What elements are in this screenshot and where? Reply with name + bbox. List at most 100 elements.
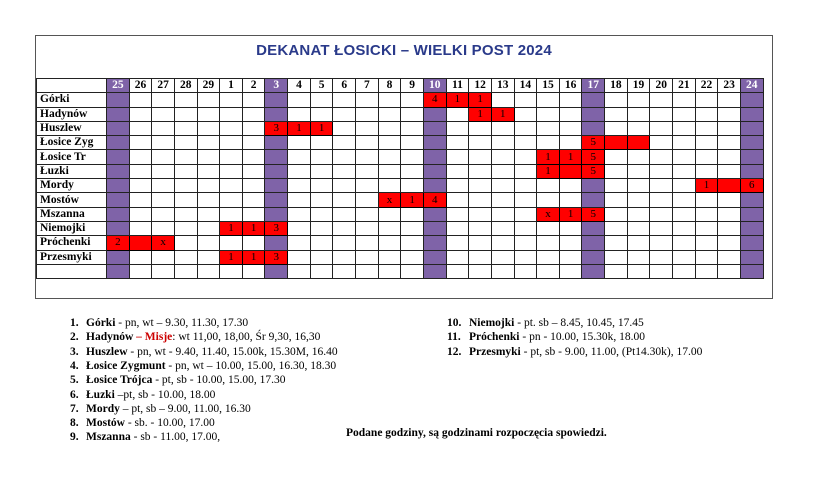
grid-cell — [355, 178, 379, 194]
table-row: Próchenki 2 x — [36, 235, 764, 251]
grid-cell — [626, 149, 651, 165]
grid-cell — [626, 120, 651, 137]
grid-cell — [241, 178, 266, 194]
schedule-mark: 1 — [694, 178, 719, 194]
grid-cell — [355, 192, 379, 208]
legend-number: 12. — [447, 345, 462, 358]
grid-cell — [196, 206, 221, 222]
parish-name: Przesmyki — [36, 249, 107, 265]
grid-cell — [196, 235, 221, 251]
grid-cell — [173, 135, 198, 151]
grid-cell — [151, 163, 175, 180]
grid-cell — [128, 163, 153, 180]
grid-cell — [128, 149, 153, 165]
grid-cell — [106, 135, 130, 151]
footer-note: Podane godziny, są godzinami rozpoczęcia… — [346, 427, 607, 439]
grid-cell — [581, 249, 606, 265]
grid-cell — [241, 106, 266, 122]
legend-parish: Łuzki — [86, 388, 115, 401]
grid-cell — [400, 120, 424, 137]
legend-number: 5. — [70, 374, 79, 387]
schedule-mark: 1 — [400, 192, 424, 208]
grid-cell — [241, 120, 266, 137]
day-header: 4 — [287, 77, 311, 94]
grid-cell — [173, 263, 198, 280]
grid-cell — [672, 220, 696, 237]
parish-name: Mostów — [36, 192, 107, 208]
day-header: 1 — [219, 77, 243, 94]
grid-cell — [219, 92, 243, 108]
grid-cell — [739, 206, 764, 222]
grid-cell — [626, 106, 651, 122]
grid-cell — [264, 149, 289, 165]
grid-cell — [694, 263, 719, 280]
grid-cell — [106, 120, 130, 137]
grid-cell — [694, 120, 719, 137]
grid-cell — [400, 206, 424, 222]
grid-cell — [445, 192, 470, 208]
grid-cell — [287, 92, 311, 108]
grid-cell — [355, 235, 379, 251]
grid-cell — [672, 192, 696, 208]
grid-cell — [196, 92, 221, 108]
schedule-mark: x — [151, 235, 175, 251]
grid-cell — [536, 192, 560, 208]
grid-cell — [445, 249, 470, 265]
grid-cell — [287, 235, 311, 251]
grid-cell — [151, 206, 175, 222]
day-header: 24 — [739, 77, 764, 94]
grid-cell — [739, 135, 764, 151]
grid-cell — [309, 106, 334, 122]
grid-cell — [400, 149, 424, 165]
schedule-mark: x — [377, 192, 402, 208]
grid-cell — [422, 206, 447, 222]
legend-hours: - pt, sb - 9.00, 11.00, (Pt14.30k), 17.0… — [520, 345, 703, 358]
grid-cell — [739, 235, 764, 251]
day-header: 8 — [377, 77, 402, 94]
grid-cell — [196, 163, 221, 180]
grid-cell — [445, 135, 470, 151]
grid-cell — [332, 149, 357, 165]
grid-cell — [604, 92, 628, 108]
legend-number: 6. — [70, 388, 79, 401]
grid-cell — [128, 92, 153, 108]
legend-hours: - sb. - 10.00, 17.00 — [124, 417, 215, 430]
day-header: 29 — [196, 77, 221, 94]
legend-number: 11. — [447, 331, 461, 344]
schedule-mark: 5 — [581, 206, 606, 222]
grid-cell — [106, 163, 130, 180]
grid-cell — [377, 206, 402, 222]
day-header: 7 — [355, 77, 379, 94]
grid-cell — [264, 192, 289, 208]
grid-cell — [332, 92, 357, 108]
table-row: Przesmyki 1 1 3 — [36, 249, 764, 265]
grid-cell — [332, 163, 357, 180]
grid-cell — [241, 135, 266, 151]
legend-item: 12. Przesmyki - pt, sb - 9.00, 11.00, (Pt… — [447, 345, 702, 360]
grid-cell — [604, 163, 628, 180]
grid-cell — [196, 149, 221, 165]
grid-cell — [151, 220, 175, 237]
grid-cell — [106, 92, 130, 108]
legend-hours: - sb - 11.00, 17.00, — [130, 431, 221, 444]
grid-cell — [128, 249, 153, 265]
grid-cell — [173, 206, 198, 222]
grid-cell — [717, 249, 741, 265]
schedule-mark: 5 — [581, 135, 606, 151]
legend-parish: Próchenki — [469, 331, 520, 344]
grid-cell — [536, 120, 560, 137]
grid-cell — [196, 249, 221, 265]
grid-cell — [536, 178, 560, 194]
parish-name: Łosice Zyg — [36, 135, 107, 151]
schedule-mark: 1 — [536, 149, 560, 165]
grid-cell — [694, 135, 719, 151]
legend-number: 3. — [70, 345, 79, 358]
grid-cell — [287, 135, 311, 151]
grid-cell — [128, 220, 153, 237]
schedule-mark: 1 — [219, 220, 243, 237]
day-header: 17 — [581, 77, 606, 94]
grid-cell — [604, 206, 628, 222]
day-header: 14 — [513, 77, 538, 94]
legend-parish: Mordy — [86, 402, 120, 415]
grid-cell — [219, 235, 243, 251]
